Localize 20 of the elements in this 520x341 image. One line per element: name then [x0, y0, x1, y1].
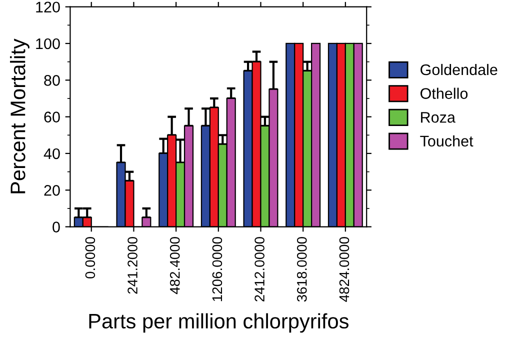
y-axis-title: Percent Mortality	[10, 38, 30, 194]
x-tick-label: 482.4000	[170, 237, 180, 294]
x-tick-label: 4824.0000	[339, 237, 350, 302]
x-tick-label: 1206.0000	[212, 237, 222, 302]
legend-label: Roza	[421, 112, 456, 123]
legend-label: Touchet	[420, 135, 474, 147]
y-tick-label: 0	[52, 222, 60, 232]
x-tick-label: 241.2000	[128, 237, 138, 294]
legend-label: Goldendale	[420, 64, 498, 76]
x-axis-title: Parts per million chlorpyrifos	[89, 313, 348, 333]
legend-label: Othello	[420, 88, 468, 99]
x-tick-label: 2412.0000	[254, 237, 264, 302]
y-tick-label: 80	[44, 75, 60, 86]
x-tick-label: 3618.0000	[296, 237, 307, 302]
y-tick-label: 40	[44, 148, 60, 160]
x-tick-label: 0.0000	[85, 237, 96, 278]
y-tick-label: 120	[36, 2, 60, 13]
y-tick-label: 60	[44, 112, 60, 122]
y-tick-label: 20	[44, 184, 60, 196]
y-tick-label: 100	[36, 38, 60, 50]
